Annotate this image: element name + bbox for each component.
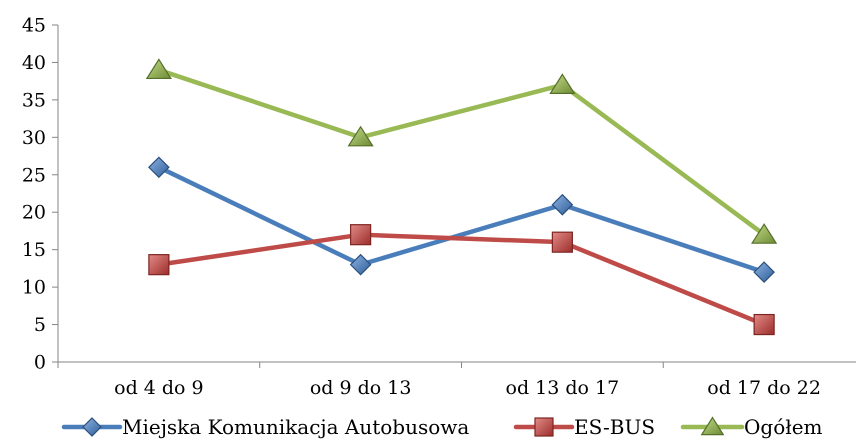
y-tick-label: 25 [22, 164, 46, 186]
y-tick-label: 20 [22, 202, 46, 224]
data-point [551, 193, 574, 216]
data-point [551, 231, 573, 253]
legend-label: ES-BUS [574, 415, 655, 439]
data-point [145, 58, 172, 80]
x-tick-label: od 9 do 13 [310, 377, 412, 399]
legend: Miejska Komunikacja Autobusowa ES-BUS Ogół… [61, 415, 823, 439]
y-tick-label: 0 [34, 352, 46, 374]
series-line [156, 67, 767, 237]
data-point [751, 223, 778, 244]
legend-item: Ogółem [680, 415, 823, 439]
data-point [350, 224, 372, 246]
series-1 [148, 224, 775, 336]
legend-item: ES-BUS [513, 415, 655, 439]
x-tick-label: od 4 do 9 [114, 377, 204, 399]
data-point [753, 261, 775, 283]
data-point [549, 73, 576, 95]
y-tick-label: 5 [34, 314, 46, 336]
series-line [156, 232, 767, 327]
series-0 [148, 156, 775, 283]
series-layer [145, 58, 778, 336]
data-point [148, 156, 170, 179]
legend-marker [700, 416, 725, 436]
legend-marker [82, 417, 102, 437]
y-tick-label: 10 [22, 277, 46, 299]
series-line [156, 165, 767, 275]
x-tick-label: od 17 do 22 [707, 377, 821, 399]
data-point [347, 125, 374, 147]
data-point [753, 313, 775, 336]
data-point [349, 253, 372, 276]
y-tick-label: 15 [22, 239, 46, 261]
series-2 [145, 58, 778, 244]
y-tick-label: 30 [22, 127, 46, 149]
y-tick-label: 35 [22, 89, 46, 111]
legend-item: Miejska Komunikacja Autobusowa [61, 415, 469, 439]
data-point [148, 254, 170, 276]
y-tick-label: 45 [22, 15, 46, 37]
axes: 0 5 10 15 20 25 30 35 40 45 od 4 do 9 od 9 do 13 od … [22, 15, 856, 399]
legend-marker [534, 417, 554, 437]
x-tick-label: od 13 do 17 [506, 377, 620, 399]
legend-label: Miejska Komunikacja Autobusowa [122, 415, 469, 439]
legend-label: Ogółem [744, 415, 823, 439]
y-tick-label: 40 [22, 52, 46, 74]
